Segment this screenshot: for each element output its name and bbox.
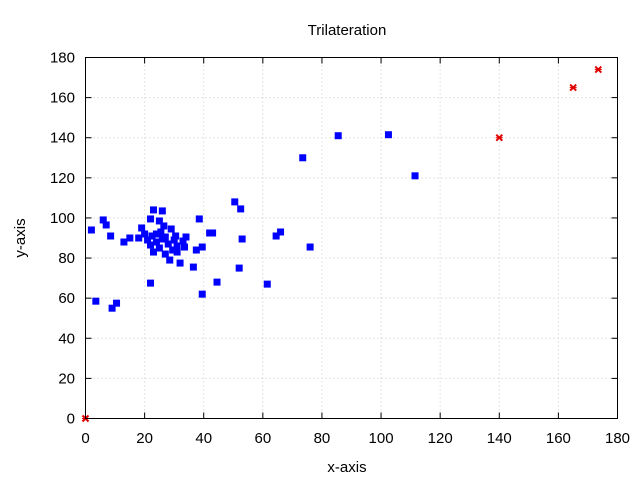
y-tick-label: 80 bbox=[58, 250, 75, 267]
data-point bbox=[99, 216, 107, 224]
data-point bbox=[107, 232, 115, 240]
data-point bbox=[147, 279, 155, 287]
data-point bbox=[209, 229, 217, 237]
x-tick-label: 40 bbox=[195, 430, 212, 447]
y-tick-label: 180 bbox=[50, 50, 75, 67]
data-point bbox=[231, 198, 239, 206]
data-point bbox=[161, 250, 169, 258]
data-point bbox=[149, 248, 157, 256]
data-point bbox=[198, 290, 206, 298]
data-point bbox=[179, 237, 187, 245]
y-tick-label: 140 bbox=[50, 130, 75, 147]
data-point bbox=[198, 243, 206, 251]
x-tick-label: 20 bbox=[136, 430, 153, 447]
data-point-cross bbox=[594, 65, 602, 74]
data-point bbox=[113, 299, 121, 307]
data-point bbox=[173, 248, 181, 256]
y-tick-label: 120 bbox=[50, 170, 75, 187]
data-point bbox=[277, 228, 285, 236]
data-point bbox=[172, 232, 180, 240]
data-point bbox=[213, 278, 221, 286]
data-point bbox=[167, 225, 175, 233]
y-tick-label: 20 bbox=[58, 370, 75, 387]
data-point bbox=[195, 215, 203, 223]
data-point bbox=[120, 238, 128, 246]
data-point bbox=[263, 280, 271, 288]
data-point bbox=[126, 234, 134, 242]
data-point bbox=[384, 131, 392, 139]
data-point bbox=[108, 304, 116, 312]
data-point bbox=[144, 236, 152, 244]
plot-frame bbox=[85, 57, 618, 419]
data-point bbox=[176, 259, 184, 267]
y-tick-label: 160 bbox=[50, 90, 75, 107]
data-point bbox=[272, 232, 280, 240]
data-point-cross bbox=[495, 134, 503, 142]
data-point bbox=[192, 246, 200, 254]
data-point bbox=[158, 207, 166, 215]
data-point bbox=[147, 241, 155, 249]
data-point bbox=[237, 205, 245, 213]
data-point bbox=[334, 132, 342, 140]
data-point bbox=[87, 226, 95, 234]
x-tick-label: 120 bbox=[428, 430, 453, 447]
data-point bbox=[164, 240, 172, 248]
data-point bbox=[92, 297, 100, 305]
tick-labels: 0 20 40 60 80 100 120 140 160 180 0 20 40 60 80 100 120 1… bbox=[50, 50, 630, 448]
data-point bbox=[152, 230, 160, 238]
x-tick-label: 100 bbox=[369, 430, 394, 447]
data-point bbox=[138, 224, 146, 232]
data-points bbox=[81, 65, 602, 423]
data-point bbox=[166, 256, 174, 264]
data-point bbox=[235, 264, 243, 272]
chart-title: Trilateration bbox=[308, 22, 387, 39]
data-point bbox=[141, 230, 149, 238]
data-point bbox=[157, 228, 165, 236]
y-tick-label: 40 bbox=[58, 330, 75, 347]
y-tick-label: 100 bbox=[50, 210, 75, 227]
x-axis-label: x-axis bbox=[327, 459, 366, 476]
data-point bbox=[155, 244, 163, 252]
data-point bbox=[182, 233, 190, 241]
data-point-cross bbox=[569, 83, 577, 92]
data-point bbox=[181, 243, 189, 251]
data-point bbox=[170, 236, 178, 244]
data-point bbox=[161, 233, 169, 241]
data-point bbox=[299, 154, 307, 162]
data-point bbox=[149, 206, 157, 214]
x-tick-label: 140 bbox=[487, 430, 512, 447]
x-tick-label: 160 bbox=[546, 430, 571, 447]
x-tick-label: 80 bbox=[314, 430, 331, 447]
y-axis-label: y-axis bbox=[12, 218, 29, 257]
data-point bbox=[173, 242, 181, 250]
data-point bbox=[160, 222, 168, 230]
data-point bbox=[148, 232, 156, 240]
data-point bbox=[135, 234, 143, 242]
x-tick-label: 60 bbox=[254, 430, 271, 447]
grid bbox=[85, 57, 618, 419]
data-point bbox=[152, 238, 160, 246]
data-point bbox=[102, 221, 110, 229]
x-tick-label: 180 bbox=[605, 430, 630, 447]
y-tick-label: 60 bbox=[58, 290, 75, 307]
data-point bbox=[147, 215, 155, 223]
y-tick-label: 0 bbox=[67, 411, 75, 428]
data-point bbox=[189, 263, 197, 271]
data-point bbox=[306, 243, 314, 251]
data-point bbox=[169, 246, 177, 254]
data-point bbox=[155, 217, 163, 225]
data-point bbox=[411, 172, 419, 180]
data-point bbox=[238, 235, 246, 243]
x-tick-label: 0 bbox=[81, 430, 89, 447]
